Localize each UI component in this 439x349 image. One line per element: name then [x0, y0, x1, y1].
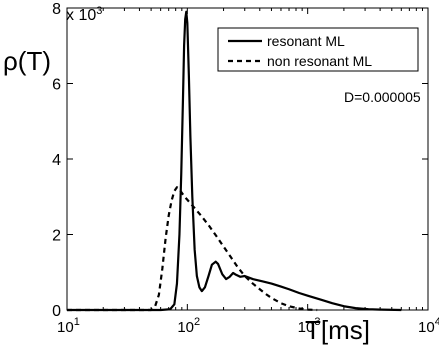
y-tick-label: 2	[52, 228, 61, 245]
x-tick-label: 103	[298, 316, 321, 336]
y-tick-label: 8	[52, 1, 61, 18]
x-axis-label: T[ms]	[305, 315, 370, 345]
x-tick-label: 104	[418, 316, 439, 336]
legend-box	[217, 27, 419, 72]
series-line-non-resonant	[67, 186, 318, 312]
x-tick-label: 101	[57, 316, 80, 336]
series-group	[67, 10, 402, 312]
axis-ticks: 101 102 103 104 0 2 4 6 8	[52, 1, 439, 336]
y-tick-label: 4	[52, 152, 61, 169]
x-tick-label: 102	[177, 316, 200, 336]
series-line-resonant	[67, 10, 402, 312]
y-multiplier-label: x 103	[66, 5, 102, 24]
legend-label-non-resonant: non resonant ML	[267, 53, 372, 69]
annotation-d-value: D=0.000005	[344, 89, 421, 105]
y-tick-label: 6	[52, 77, 61, 94]
legend-label-resonant: resonant ML	[267, 33, 345, 49]
legend: resonant ML non resonant ML	[217, 27, 419, 72]
y-axis-label: ρ(T)	[3, 46, 51, 76]
y-tick-label: 0	[52, 303, 61, 320]
